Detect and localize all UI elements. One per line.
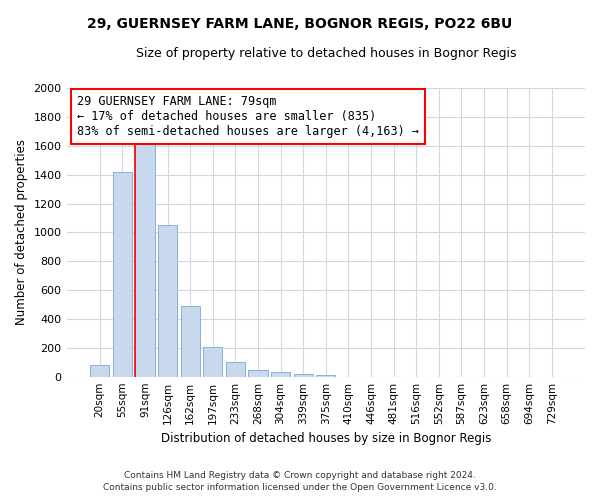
Bar bbox=[316, 374, 335, 376]
Bar bbox=[136, 144, 155, 376]
Bar bbox=[248, 370, 268, 376]
Bar bbox=[226, 362, 245, 376]
Text: 29 GUERNSEY FARM LANE: 79sqm
← 17% of detached houses are smaller (835)
83% of s: 29 GUERNSEY FARM LANE: 79sqm ← 17% of de… bbox=[77, 96, 419, 138]
X-axis label: Distribution of detached houses by size in Bognor Regis: Distribution of detached houses by size … bbox=[161, 432, 491, 445]
Text: Contains HM Land Registry data © Crown copyright and database right 2024.
Contai: Contains HM Land Registry data © Crown c… bbox=[103, 471, 497, 492]
Bar bbox=[113, 172, 132, 376]
Bar bbox=[203, 347, 223, 376]
Bar bbox=[158, 225, 177, 376]
Bar bbox=[293, 374, 313, 376]
Bar bbox=[181, 306, 200, 376]
Y-axis label: Number of detached properties: Number of detached properties bbox=[15, 140, 28, 326]
Text: 29, GUERNSEY FARM LANE, BOGNOR REGIS, PO22 6BU: 29, GUERNSEY FARM LANE, BOGNOR REGIS, PO… bbox=[88, 18, 512, 32]
Bar bbox=[271, 372, 290, 376]
Bar bbox=[90, 365, 109, 376]
Title: Size of property relative to detached houses in Bognor Regis: Size of property relative to detached ho… bbox=[136, 48, 516, 60]
